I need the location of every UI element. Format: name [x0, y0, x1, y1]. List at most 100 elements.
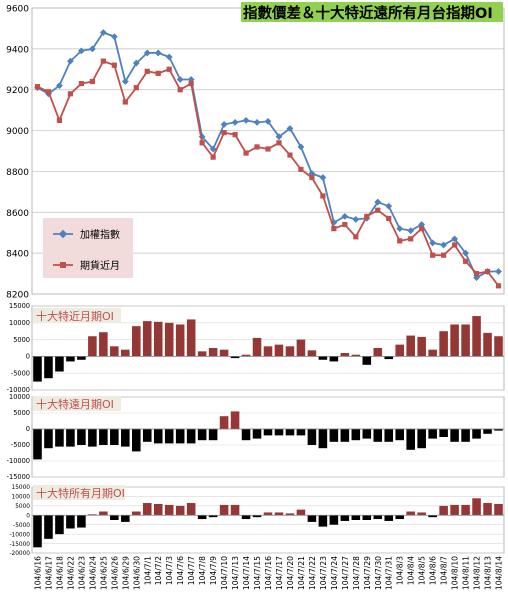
oi-bar — [285, 346, 295, 357]
index-point — [407, 227, 415, 235]
oi-bar — [450, 429, 459, 442]
oi-bar — [296, 509, 306, 516]
oi-bar — [197, 429, 207, 441]
oi-bar — [472, 498, 481, 516]
oi-bar — [384, 356, 394, 360]
oi-bar — [241, 515, 251, 520]
oi-bar — [340, 353, 350, 357]
oi-bar — [121, 429, 130, 447]
bar-y-tick-label: 10000 — [9, 319, 30, 327]
oi-bar — [362, 429, 372, 439]
oi-bar — [99, 332, 108, 357]
futures-point — [78, 80, 84, 87]
futures-point — [397, 238, 403, 244]
futures-point — [254, 144, 260, 150]
oi-bar — [44, 356, 53, 379]
x-tick-label: 104/8/6 — [429, 556, 438, 585]
futures-point — [408, 236, 414, 242]
oi-bar — [461, 429, 470, 442]
x-tick-label: 104/6/17 — [44, 556, 53, 590]
futures-point — [484, 268, 491, 275]
all-month-oi-panel: -20000 -15000 -10000 -5000 0 5000 10000 15000 十大… — [9, 485, 505, 557]
futures-point — [100, 58, 106, 64]
bar-y-tick-label: 15000 — [9, 302, 30, 310]
oi-bar — [131, 511, 141, 516]
oi-bar — [428, 515, 437, 518]
x-tick-label: 104/7/27 — [341, 556, 350, 590]
panel-title: 十大特近月期OI — [36, 309, 114, 323]
x-tick-label: 104/7/14 — [242, 556, 251, 590]
legend-index-label: 加權指數 — [80, 228, 120, 241]
bar-y-tick-label: 5000 — [15, 504, 30, 510]
oi-bar — [439, 331, 448, 357]
oi-bar — [153, 321, 163, 357]
index-point — [451, 235, 458, 243]
x-tick-label: 104/7/20 — [286, 556, 295, 590]
oi-bar — [88, 429, 97, 447]
oi-bar — [318, 515, 328, 527]
oi-bar — [208, 348, 218, 357]
x-tick-label: 104/7/29 — [363, 556, 372, 590]
oi-bar — [77, 515, 86, 528]
index-point — [352, 216, 360, 223]
index-point — [56, 82, 63, 90]
oi-bar — [33, 356, 42, 382]
y-tick-label: 9000 — [6, 127, 29, 137]
oi-bar — [406, 429, 415, 450]
oi-bar — [252, 429, 262, 439]
oi-bar — [110, 346, 119, 357]
futures-point — [452, 242, 458, 248]
oi-bar — [33, 515, 42, 548]
futures-point — [45, 89, 52, 95]
futures-point — [364, 213, 370, 219]
oi-bar — [395, 344, 405, 357]
futures-point — [144, 68, 150, 74]
index-point — [154, 49, 162, 57]
oi-bar — [351, 354, 361, 357]
index-point — [242, 116, 250, 124]
oi-bar — [55, 429, 64, 447]
oi-bar — [110, 429, 119, 445]
futures-point — [386, 215, 392, 222]
far-month-oi-panel: -15000 -10000 -5000 0 5000 10000 十大特遠月期OI — [7, 393, 505, 481]
index-point — [275, 133, 283, 141]
y-tick-label: 8800 — [6, 168, 29, 178]
index-point — [462, 249, 469, 257]
oi-bar — [406, 511, 415, 516]
oi-bar — [66, 429, 75, 447]
bar-y-tick-label: -10000 — [7, 457, 30, 465]
panel-title-background — [33, 308, 121, 323]
oi-bar — [219, 349, 229, 357]
x-tick-label: 104/8/7 — [440, 556, 449, 585]
oi-bar — [439, 505, 448, 516]
index-point — [374, 198, 382, 206]
x-tick-label: 104/7/22 — [308, 556, 317, 590]
index-point — [143, 49, 151, 57]
oi-bar — [153, 429, 163, 444]
x-tick-label: 104/7/30 — [374, 556, 383, 590]
oi-bar — [55, 515, 64, 535]
futures-point — [265, 146, 271, 152]
oi-bar — [252, 515, 262, 518]
x-tick-label: 104/7/6 — [176, 556, 185, 585]
bar-y-tick-label: 0 — [26, 353, 30, 361]
oi-bar — [450, 324, 459, 357]
oi-bar — [494, 503, 503, 516]
oi-bar — [461, 324, 470, 357]
main-title: 指數價差＆十大特近遠所有月台指期OI — [243, 4, 493, 22]
futures-point — [430, 252, 436, 258]
oi-bar — [77, 356, 86, 360]
x-tick-label: 104/6/24 — [88, 556, 97, 590]
oi-bar — [417, 429, 426, 449]
oi-bar — [494, 429, 503, 431]
oi-bar — [373, 429, 383, 442]
x-tick-label: 104/8/10 — [451, 556, 460, 590]
oi-bar — [164, 322, 174, 357]
oi-bar — [66, 515, 75, 529]
oi-bar — [164, 429, 174, 444]
bar-y-tick-label: -5000 — [13, 523, 30, 529]
index-point — [440, 241, 448, 249]
oi-bar — [131, 429, 141, 452]
